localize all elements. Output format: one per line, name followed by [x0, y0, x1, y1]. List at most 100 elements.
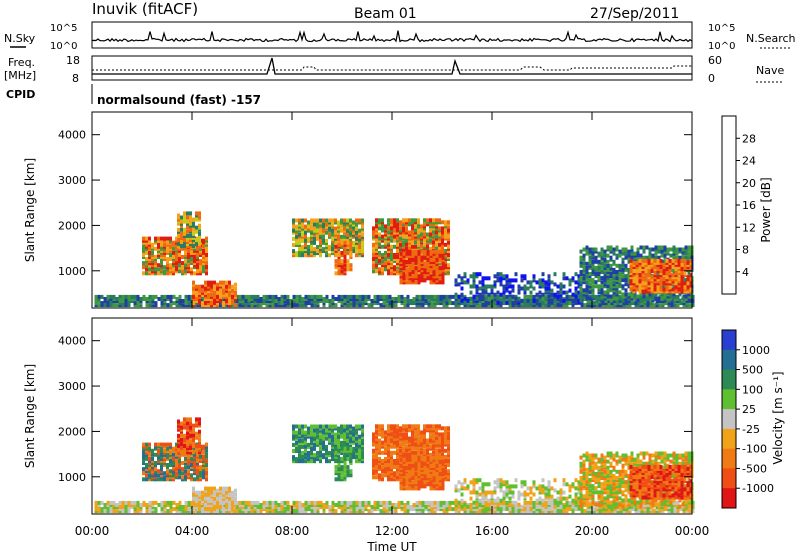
heatmap-cell	[307, 301, 311, 306]
heatmap-cell	[187, 465, 190, 470]
heatmap-cell	[411, 230, 414, 235]
heatmap-cell	[331, 243, 334, 247]
heatmap-cell	[115, 509, 119, 514]
heatmap-cell	[319, 243, 322, 247]
heatmap-cell	[352, 228, 355, 233]
heatmap-cell	[313, 251, 316, 256]
heatmap-cell	[190, 267, 193, 272]
heatmap-cell	[372, 269, 375, 274]
heatmap-cell	[650, 269, 654, 274]
heatmap-cell	[632, 289, 636, 294]
heatmap-cell	[423, 264, 427, 269]
heatmap-cell	[210, 486, 213, 491]
heatmap-cell	[181, 261, 184, 266]
heatmap-cell	[193, 248, 196, 253]
heatmap-cell	[553, 298, 557, 303]
heatmap-cell	[639, 292, 643, 297]
heatmap-cell	[322, 222, 325, 227]
heatmap-cell	[436, 507, 440, 512]
heatmap-cell	[627, 284, 631, 289]
heatmap-cell	[163, 471, 166, 476]
heatmap-cell	[205, 442, 208, 447]
heatmap-cell	[319, 218, 322, 223]
heatmap-cell	[265, 500, 269, 505]
heatmap-cell	[609, 280, 613, 285]
heatmap-cell	[613, 507, 617, 512]
heatmap-cell	[139, 297, 143, 301]
heatmap-cell	[213, 507, 216, 512]
heatmap-cell	[160, 263, 163, 268]
heatmap-cell	[199, 473, 202, 478]
heatmap-cell	[331, 247, 334, 252]
heatmap-cell	[624, 265, 628, 270]
heatmap-cell	[207, 486, 210, 491]
heatmap-cell	[325, 247, 328, 252]
heatmap-cell	[343, 294, 347, 299]
heatmap-cell	[603, 270, 607, 274]
heatmap-cell	[636, 257, 640, 262]
heatmap-cell	[663, 294, 667, 299]
heatmap-cell	[597, 288, 601, 293]
heatmap-cell	[663, 259, 667, 264]
heatmap-cell	[346, 240, 350, 245]
heatmap-cell	[172, 459, 175, 463]
heatmap-cell	[298, 509, 302, 514]
heatmap-cell	[283, 297, 287, 301]
heatmap-cell	[635, 279, 639, 284]
heatmap-cell	[594, 274, 598, 279]
heatmap-cell	[591, 288, 595, 293]
heatmap-cell	[177, 242, 180, 247]
heatmap-cell	[399, 228, 402, 233]
heatmap-cell	[307, 251, 310, 256]
heatmap-cell	[202, 248, 205, 253]
heatmap-cell	[307, 503, 311, 507]
heatmap-cell	[187, 294, 191, 299]
heatmap-cell	[349, 246, 353, 251]
heatmap-cell	[163, 475, 166, 480]
heatmap-cell	[432, 224, 435, 229]
heatmap-cell	[532, 274, 536, 279]
heatmap-cell	[657, 249, 661, 254]
heatmap-cell	[256, 509, 260, 514]
heatmap-cell	[127, 297, 131, 301]
heatmap-cell	[478, 509, 482, 514]
heatmap-cell	[228, 507, 231, 512]
heatmap-cell	[606, 280, 610, 285]
heatmap-cell	[337, 253, 341, 257]
heatmap-cell	[408, 274, 412, 279]
heatmap-cell	[475, 296, 479, 301]
heatmap-cell	[204, 503, 207, 507]
heatmap-cell	[655, 299, 659, 303]
heatmap-cell	[180, 242, 183, 247]
heatmap-cell	[361, 245, 364, 249]
heatmap-cell	[472, 294, 476, 299]
heatmap-cell	[325, 238, 328, 243]
heatmap-cell	[657, 296, 661, 301]
heatmap-cell	[213, 292, 216, 297]
heatmap-cell	[283, 294, 287, 299]
heatmap-cell	[382, 500, 386, 505]
heatmap-cell	[195, 492, 198, 497]
heatmap-cell	[559, 500, 563, 505]
heatmap-cell	[166, 442, 169, 447]
heatmap-cell	[526, 280, 530, 285]
heatmap-cell	[588, 249, 592, 254]
heatmap-cell	[559, 284, 563, 289]
heatmap-cell	[139, 503, 143, 507]
heatmap-cell	[210, 507, 213, 512]
heatmap-cell	[343, 218, 346, 223]
heatmap-cell	[402, 268, 406, 273]
heatmap-cell	[183, 433, 186, 438]
heatmap-cell	[268, 503, 272, 507]
heatmap-cell	[484, 507, 488, 512]
heatmap-cell	[313, 253, 316, 258]
heatmap-cell	[184, 459, 187, 463]
heatmap-cell	[375, 253, 378, 257]
heatmap-cell	[616, 301, 620, 306]
heatmap-cell	[334, 226, 337, 231]
heatmap-cell	[645, 294, 649, 299]
heatmap-cell	[375, 248, 378, 253]
heatmap-cell	[367, 297, 371, 301]
heatmap-cell	[136, 500, 140, 505]
heatmap-cell	[216, 503, 219, 507]
